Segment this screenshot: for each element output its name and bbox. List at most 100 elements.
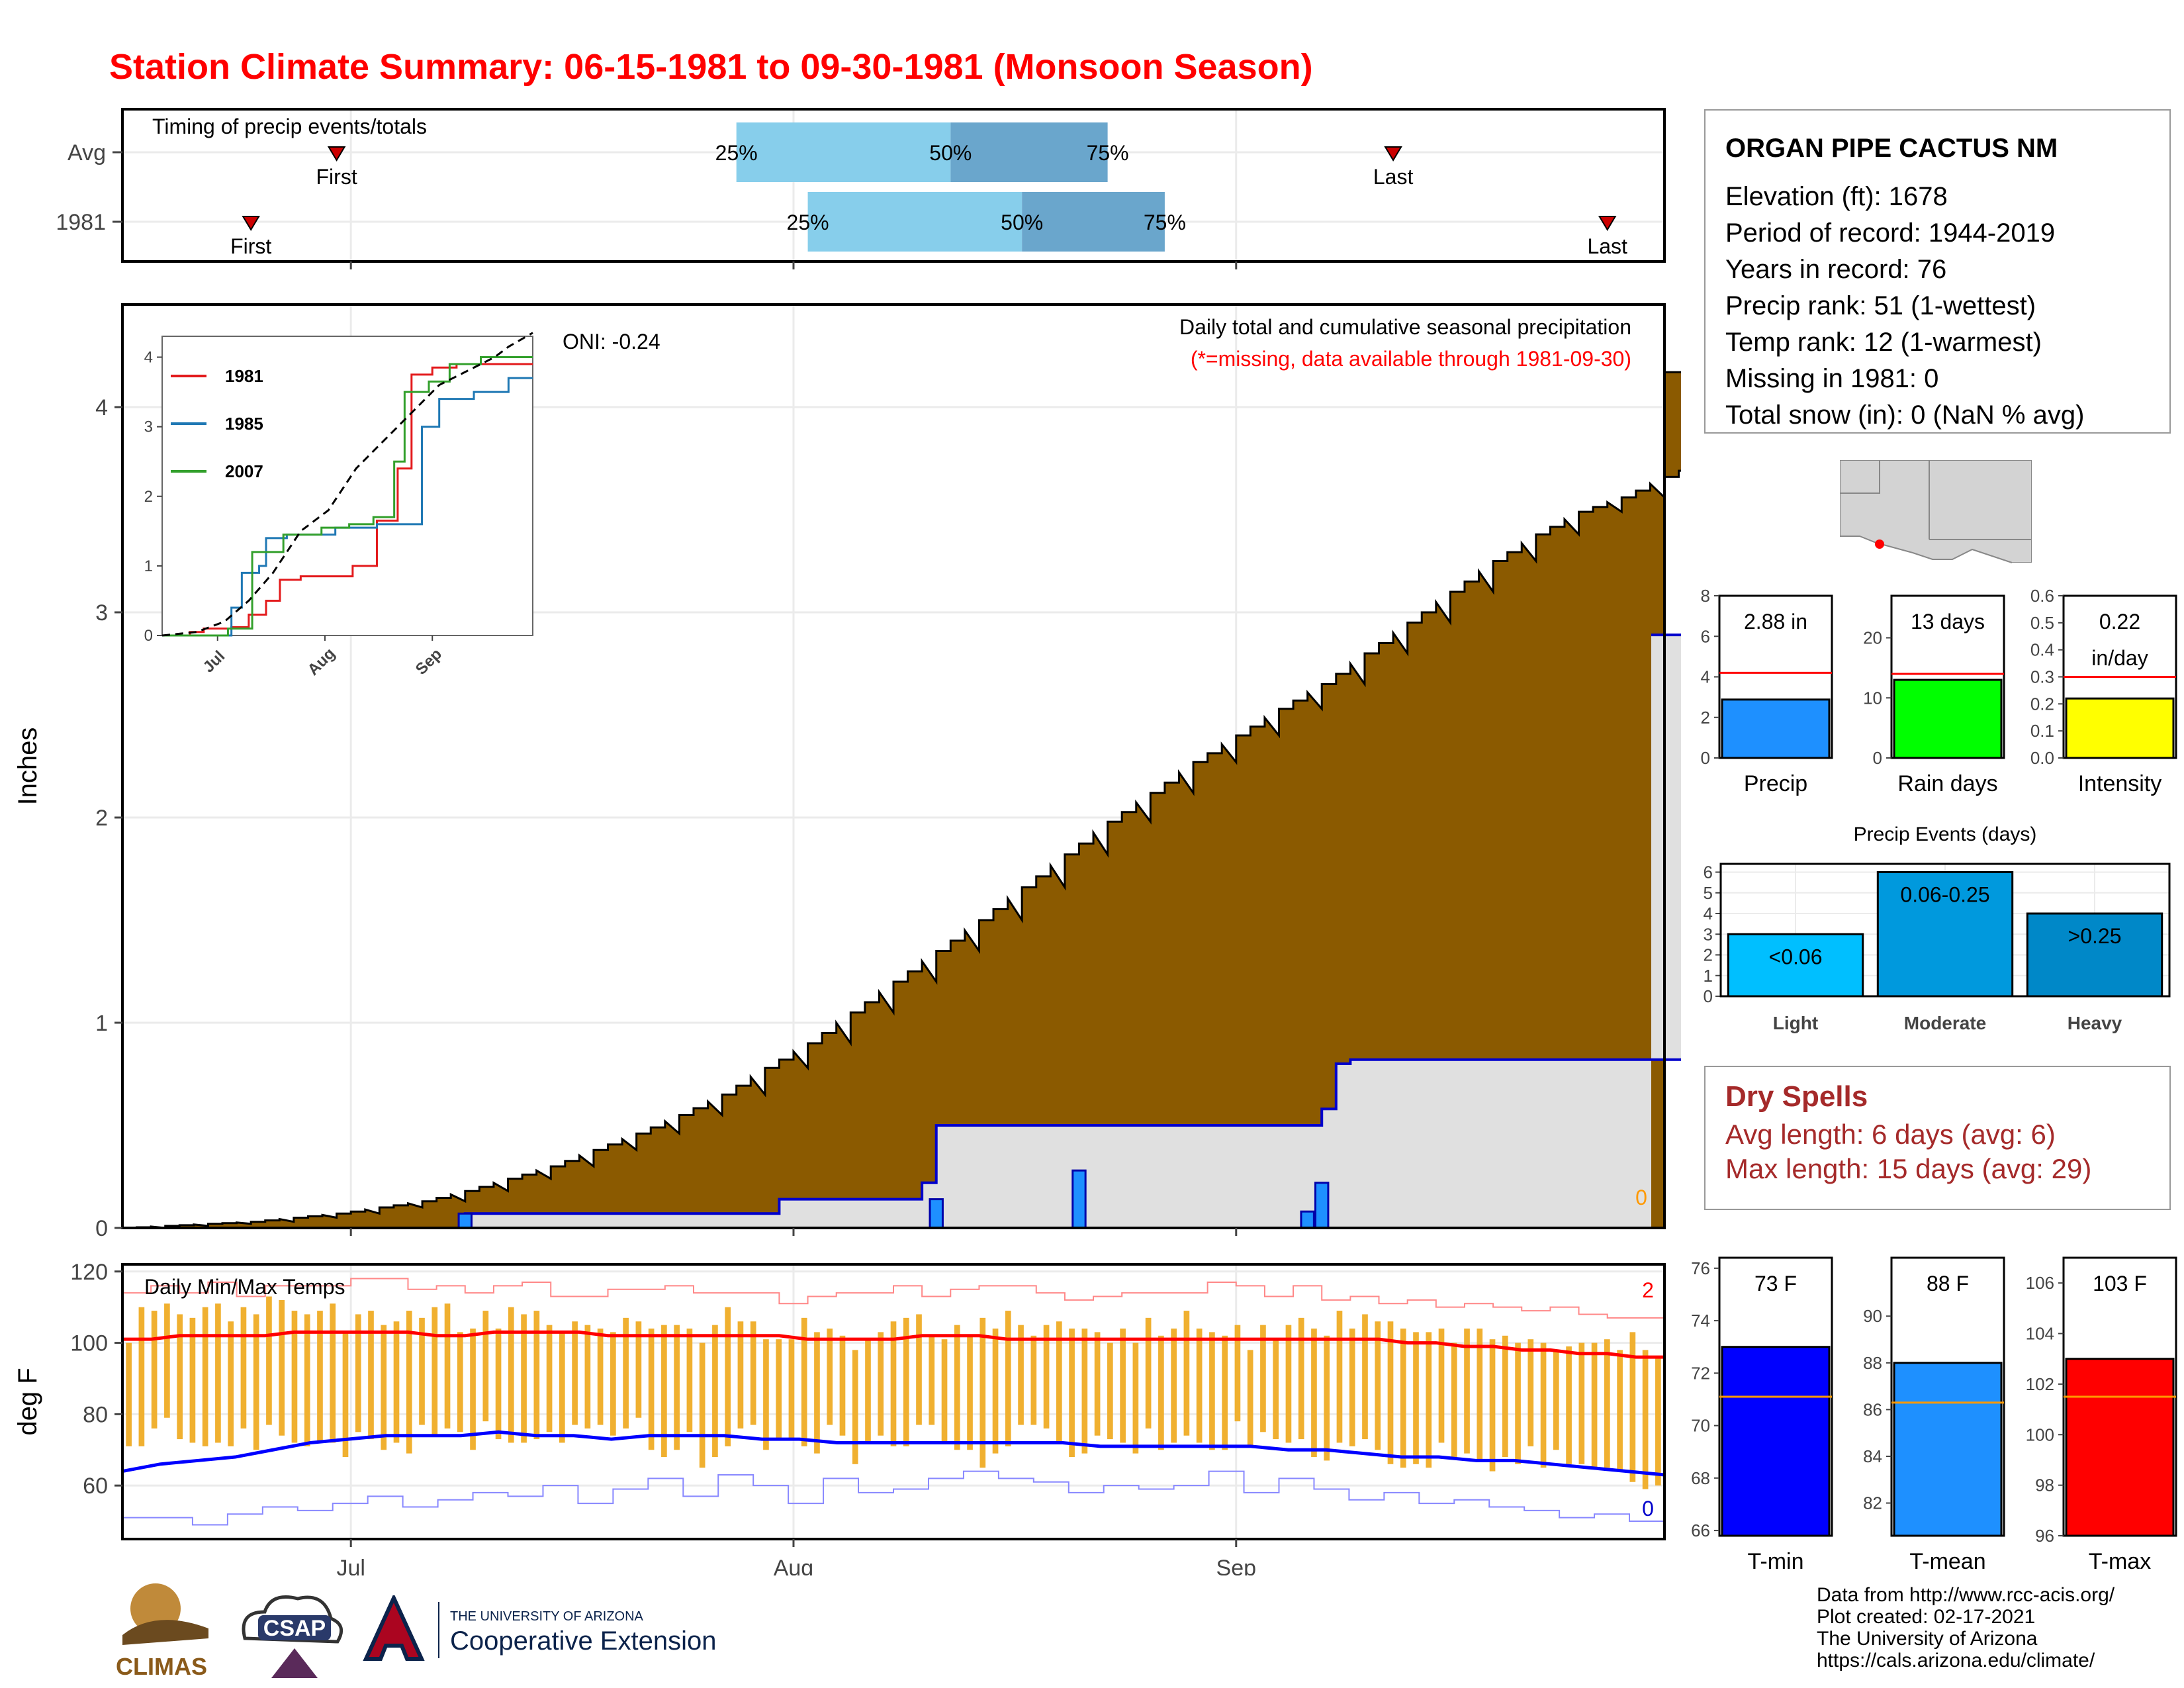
daily-precip-bar <box>929 1198 944 1229</box>
quartile-bar-50-75 <box>1022 192 1165 252</box>
y-tick-label: 0.4 <box>2030 640 2054 660</box>
y-tick-label: 8 <box>1701 586 1710 606</box>
daily-temp-bar <box>1145 1317 1152 1429</box>
daily-temp-bar <box>1387 1321 1394 1464</box>
daily-temp-bar <box>533 1311 540 1440</box>
dry-spells-max: Max length: 15 days (avg: 29) <box>1725 1153 2092 1184</box>
daily-temp-bar <box>1018 1325 1024 1425</box>
daily-temp-bar <box>1464 1329 1470 1454</box>
locator-map <box>1840 460 2032 566</box>
y-tick-label: 68 <box>1691 1468 1710 1488</box>
daily-temp-bar <box>240 1307 247 1429</box>
daily-temp-bar <box>852 1350 858 1464</box>
csap-logo-text: CSAP <box>263 1616 326 1641</box>
daily-temp-bar <box>572 1321 578 1425</box>
daily-temp-bar <box>979 1317 986 1468</box>
inset-y-tick-label: 4 <box>144 349 153 367</box>
daily-temp-bar <box>776 1339 782 1440</box>
daily-temp-bar <box>1375 1321 1381 1450</box>
daily-temp-bar <box>202 1307 208 1446</box>
y-tick-label: 74 <box>1691 1311 1710 1331</box>
daily-temp-bar <box>1311 1329 1317 1458</box>
daily-temp-bar <box>1629 1332 1636 1482</box>
daily-temp-bar <box>1591 1342 1598 1468</box>
first-label: First <box>230 234 271 258</box>
credit-line: Data from http://www.rcc-acis.org/ <box>1817 1584 2115 1606</box>
ua-cooperative-extension-logo: THE UNIVERSITY OF ARIZONA Cooperative Ex… <box>361 1593 745 1668</box>
y-tick-label: 20 <box>1863 628 1882 648</box>
y-tick-label: 120 <box>70 1260 108 1285</box>
y-tick-label: 0 <box>1701 748 1710 768</box>
daily-precip-bar <box>1314 1182 1330 1229</box>
daily-temp-bar <box>1655 1357 1661 1486</box>
daily-temp-bar <box>1107 1342 1113 1440</box>
daily-temp-bar <box>597 1329 604 1425</box>
daily-temp-bar <box>1553 1350 1559 1450</box>
y-tick-label: 6 <box>1701 626 1710 646</box>
data-credits: Data from http://www.rcc-acis.org/ Plot … <box>1817 1584 2115 1671</box>
daily-temp-bar <box>1094 1332 1101 1436</box>
daily-temp-bar <box>177 1314 183 1440</box>
daily-temp-bar <box>457 1332 463 1432</box>
y-tick-label: 0.6 <box>2030 586 2054 606</box>
daily-temp-bar <box>381 1325 387 1450</box>
daily-temp-bar <box>1362 1314 1368 1440</box>
inset-frame <box>161 336 533 636</box>
daily-temp-bar <box>1642 1350 1649 1489</box>
daily-temp-bar <box>419 1317 425 1425</box>
quartile-bar-25-50 <box>807 192 1023 252</box>
daily-temp-bar <box>1566 1346 1572 1464</box>
daily-temp-bar <box>648 1329 655 1450</box>
daily-temp-bar <box>1260 1325 1266 1432</box>
climas-logo: CLIMAS <box>109 1582 222 1681</box>
y-tick-label: 102 <box>2026 1374 2054 1394</box>
event-category-label: Heavy <box>2068 1013 2122 1033</box>
daily-temp-bar <box>1081 1329 1088 1454</box>
record-low-count: 0 <box>1642 1497 1654 1521</box>
daily-temp-bar <box>330 1303 336 1443</box>
daily-temp-bar <box>1477 1329 1483 1461</box>
climas-landscape-icon <box>122 1620 208 1645</box>
map-border <box>1840 536 2013 563</box>
daily-temp-bar <box>1209 1332 1215 1450</box>
daily-temp-bar <box>814 1332 820 1454</box>
daily-temp-bar <box>763 1339 769 1450</box>
daily-temp-bar <box>432 1307 438 1436</box>
credit-line: https://cals.arizona.edu/climate/ <box>1817 1650 2095 1671</box>
event-bar-label: <0.06 <box>1769 945 1823 968</box>
event-bar-label: >0.25 <box>2068 924 2122 948</box>
timing-title: Timing of precip events/totals <box>152 115 427 138</box>
y-tick-label: 106 <box>2026 1273 2054 1293</box>
y-tick-label: 5 <box>1704 883 1713 903</box>
season-totals-chart: 0 2 4 6 8 2.88 in Precip 0 10 20 13 days Rain days 0… <box>1701 586 2177 796</box>
daily-temp-bar <box>189 1317 196 1443</box>
q25-label: 25% <box>787 211 829 234</box>
tmin-record-line <box>122 1470 1664 1526</box>
daily-temp-bar <box>737 1321 744 1429</box>
daily-temp-bar <box>546 1325 553 1432</box>
daily-precip-bar <box>457 1212 473 1229</box>
tmin-avg-line <box>122 1430 1665 1477</box>
daily-temp-bar <box>584 1325 591 1429</box>
daily-temp-bar <box>1056 1321 1062 1443</box>
daily-temp-bar <box>1196 1329 1203 1443</box>
event-bar <box>1876 871 2014 998</box>
inset-legend-label: 2007 <box>225 461 263 481</box>
y-tick-label: 100 <box>2026 1425 2054 1444</box>
value-label: 0.22 <box>2099 610 2140 633</box>
y-tick-label: 3 <box>95 600 108 626</box>
inset-legend-label: 1985 <box>225 414 263 434</box>
tmax-avg-line <box>122 1330 1664 1359</box>
y-tick-label: 96 <box>2035 1526 2054 1546</box>
value-bar <box>1721 1346 1831 1537</box>
cumulative-1981-area <box>122 635 1681 1228</box>
daily-temp-bar <box>444 1303 451 1429</box>
daily-temp-bar <box>1527 1339 1534 1446</box>
precip-chart: 0 1 2 3 4 Inches Daily total and cumulative se… <box>13 303 1681 1238</box>
record-high-count: 2 <box>1642 1278 1654 1302</box>
y-tick-label: 2 <box>95 806 108 831</box>
ua-block-a-icon <box>363 1593 425 1661</box>
y-tick-label: 4 <box>95 395 108 420</box>
y-tick-label: 86 <box>1863 1399 1882 1419</box>
